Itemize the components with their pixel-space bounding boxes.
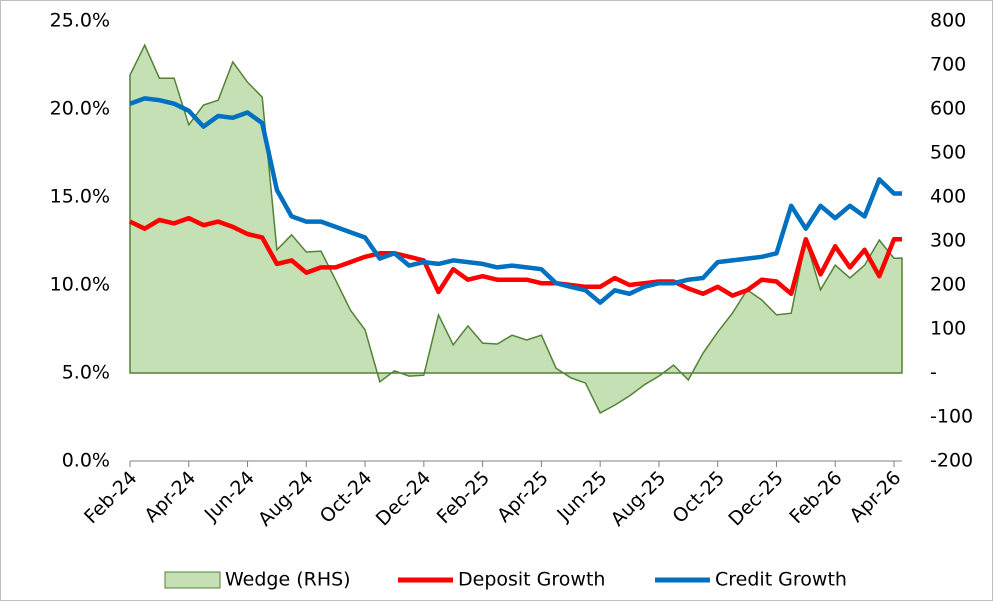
y2-tick-label: -100 [930, 406, 973, 428]
y-tick-label: 25.0% [50, 10, 110, 32]
legend-label: Credit Growth [715, 569, 847, 591]
y-tick-label: 0.0% [62, 450, 110, 472]
y2-tick-label: 200 [930, 274, 966, 296]
legend-swatch [164, 571, 221, 589]
y-tick-label: 10.0% [50, 274, 110, 296]
series-line [129, 96, 903, 305]
y2-tick-label: 500 [930, 142, 966, 164]
y-tick-label: 15.0% [50, 186, 110, 208]
y-tick-label: 5.0% [62, 362, 110, 384]
y2-tick-label: 300 [930, 230, 966, 252]
series-line [129, 215, 903, 298]
y2-tick-label: 400 [930, 186, 966, 208]
y2-tick-label: 800 [930, 10, 966, 32]
legend-label: Deposit Growth [458, 569, 605, 591]
y2-tick-label: 700 [930, 54, 966, 76]
legend-label: Wedge (RHS) [225, 569, 351, 591]
y2-tick-label: 100 [930, 318, 966, 340]
y2-tick-label: 600 [930, 98, 966, 120]
y2-tick-label: - [930, 362, 937, 384]
y2-tick-label: -200 [930, 450, 973, 472]
y-tick-label: 20.0% [50, 98, 110, 120]
